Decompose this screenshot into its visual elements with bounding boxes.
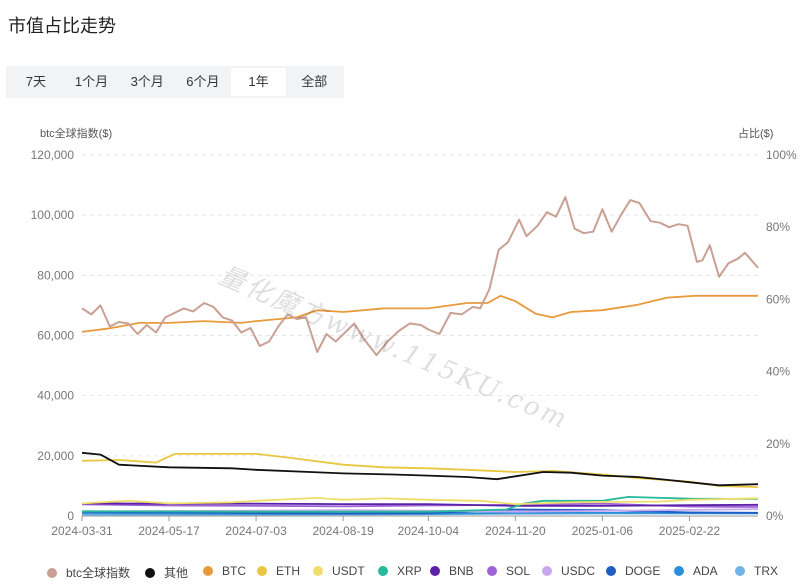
x-tick-label: 2024-07-03: [225, 524, 287, 538]
legend-item-1[interactable]: 其他: [145, 564, 188, 581]
legend-item-10[interactable]: ADA: [674, 564, 718, 578]
legend-dot-icon: [487, 566, 497, 576]
series-line-2: [81, 294, 758, 333]
legend-item-11[interactable]: TRX: [735, 564, 778, 578]
left-axis-ticks: 120,000 100,000 80,000 60,000 40,000 20,000 0: [31, 148, 75, 523]
x-tick-label: 2024-03-31: [51, 524, 113, 538]
series-line-4: [81, 497, 759, 505]
legend-dot-icon: [378, 566, 388, 576]
legend-label: XRP: [397, 564, 422, 578]
legend-label: 其他: [164, 566, 189, 580]
legend-label: USDC: [561, 564, 596, 578]
legend-item-2[interactable]: BTC: [203, 564, 246, 578]
page-title: 市值占比走势: [8, 16, 116, 36]
legend-item-8[interactable]: USDC: [542, 564, 595, 578]
legend: btc全球指数 其他 BTC ETH USDT XRP BNB SOL USDC DOGE ADA T…: [0, 564, 800, 580]
legend-label: USDT: [332, 564, 365, 578]
grid-lines: [82, 154, 758, 457]
legend-dot-icon: [47, 567, 57, 578]
legend-dot-icon: [430, 566, 440, 576]
legend-label: TRX: [754, 564, 778, 578]
legend-dot-icon: [145, 567, 155, 578]
series-line-9: [81, 508, 759, 515]
right-axis-ticks: 100% 80% 60% 40% 20% 0%: [766, 148, 797, 523]
legend-label: SOL: [506, 564, 531, 578]
x-tick-label: 2024-05-17: [138, 524, 200, 538]
right-tick-label: 0%: [766, 509, 784, 523]
legend-dot-icon: [606, 566, 616, 576]
left-axis-title: btc全球指数($): [40, 128, 113, 140]
x-tick-label: 2024-08-19: [312, 524, 374, 538]
legend-item-6[interactable]: BNB: [430, 564, 474, 578]
legend-dot-icon: [203, 566, 213, 576]
right-axis-title: 占比($): [738, 128, 774, 140]
x-tick-label: 2025-01-06: [572, 524, 634, 538]
x-tick-label: 2024-11-20: [485, 524, 546, 538]
legend-dot-icon: [674, 566, 684, 576]
legend-dot-icon: [257, 566, 267, 576]
x-axis: 2024-03-31 2024-05-17 2024-07-03 2024-08-19…: [51, 515, 758, 538]
series-line-3: [81, 453, 759, 488]
x-tick-label: 2024-10-04: [398, 524, 460, 538]
tab-4[interactable]: 1年: [230, 68, 287, 96]
legend-item-7[interactable]: SOL: [487, 564, 530, 578]
left-tick-label: 100,000: [31, 208, 75, 222]
right-tick-label: 60%: [766, 292, 790, 306]
series-line-1: [81, 451, 759, 487]
legend-item-5[interactable]: XRP: [378, 564, 422, 578]
left-tick-label: 20,000: [37, 449, 74, 463]
series-lines: [81, 196, 759, 516]
legend-dot-icon: [313, 566, 323, 576]
left-tick-label: 80,000: [37, 268, 74, 282]
left-tick-label: 60,000: [37, 329, 74, 343]
legend-item-9[interactable]: DOGE: [606, 564, 660, 578]
legend-label: ETH: [276, 564, 300, 578]
tab-2[interactable]: 3个月: [130, 74, 164, 89]
right-tick-label: 80%: [766, 220, 790, 234]
tab-0[interactable]: 7天: [25, 74, 46, 89]
right-tick-label: 100%: [766, 148, 797, 162]
tab-3[interactable]: 6个月: [186, 74, 220, 89]
time-range-tabs: 7天 1个月 3个月 6个月 1年 全部: [6, 66, 344, 98]
series-line-5: [81, 496, 759, 513]
right-tick-label: 20%: [766, 437, 790, 451]
legend-label: BTC: [222, 564, 246, 578]
tab-1[interactable]: 1个月: [74, 74, 109, 89]
left-tick-label: 120,000: [31, 148, 75, 162]
tab-5[interactable]: 全部: [301, 74, 328, 89]
right-tick-label: 40%: [766, 365, 790, 379]
left-tick-label: 0: [67, 509, 74, 523]
legend-label: BNB: [449, 564, 474, 578]
legend-label: DOGE: [625, 564, 661, 578]
legend-item-3[interactable]: ETH: [257, 564, 300, 578]
left-tick-label: 40,000: [37, 389, 74, 403]
legend-dot-icon: [542, 566, 552, 576]
series-line-0: [81, 196, 759, 357]
legend-item-0[interactable]: btc全球指数: [47, 564, 130, 581]
legend-item-4[interactable]: USDT: [313, 564, 365, 578]
x-tick-label: 2025-02-22: [659, 524, 721, 538]
legend-label: ADA: [693, 564, 718, 578]
legend-label: btc全球指数: [66, 566, 131, 580]
legend-dot-icon: [735, 566, 745, 576]
market-share-chart: 120,000100,00080,00060,00040,00020,0000 …: [31, 148, 797, 538]
